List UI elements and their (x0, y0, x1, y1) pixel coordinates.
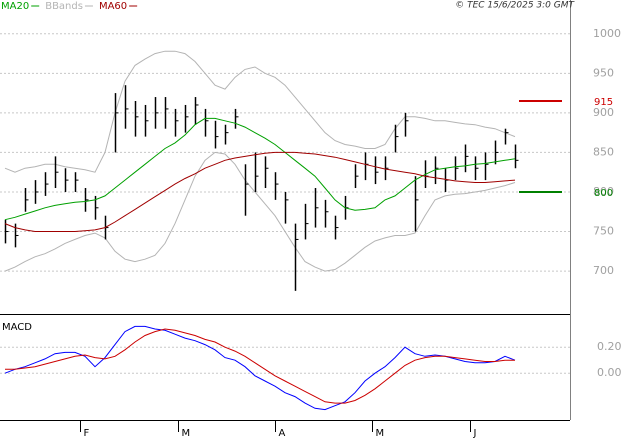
y-tick-label: 700 (593, 264, 614, 277)
legend-label[interactable]: BBands (45, 1, 83, 12)
x-tick-label: M (182, 428, 191, 439)
bband-lower (4, 151, 516, 272)
macd-line (4, 325, 516, 411)
moving-average (4, 151, 516, 232)
y-tick-label: 750 (593, 225, 614, 238)
y-tick-label: 1000 (593, 27, 621, 40)
level-label: 800 (594, 188, 613, 199)
macd-line (5, 328, 515, 404)
bband-upper (4, 50, 516, 173)
moving-average (4, 117, 516, 221)
y-tick-label: 800 (593, 185, 614, 198)
copyright: © TEC 15/6/2025 3:0 GMT (455, 1, 575, 11)
y-tick-label: 950 (593, 66, 614, 79)
x-tick-label: F (84, 428, 90, 439)
x-tick-label: A (279, 428, 286, 439)
y-tick-label: 900 (593, 106, 614, 119)
x-tick-label: M (376, 428, 385, 439)
legend-label[interactable]: MA60 (99, 1, 127, 12)
macd-title: MACD (2, 322, 32, 333)
x-tick-label: J (473, 428, 477, 439)
legend-label[interactable]: MA20 (1, 1, 29, 12)
y-tick-label: 850 (593, 145, 614, 158)
y-tick-label: 0.00 (597, 366, 622, 379)
y-tick-label: 0.20 (597, 340, 622, 353)
level-label: 915 (594, 97, 613, 108)
